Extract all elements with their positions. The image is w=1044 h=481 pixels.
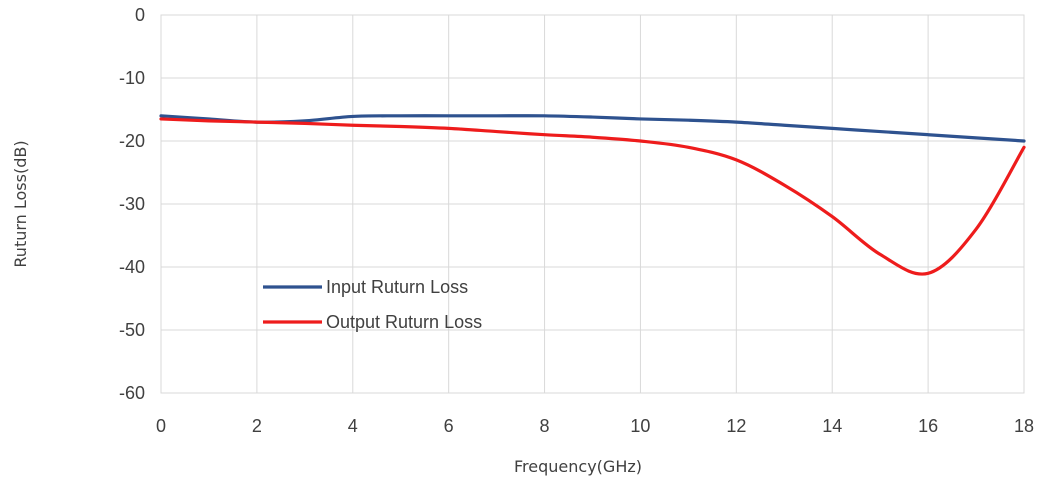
y-tick-label: -60	[119, 383, 145, 403]
tick-labels: 0 2 4 6 8 10 12 14 16 18 0 -10 -20 -30 -40 -50 -60	[119, 5, 1034, 436]
y-tick-label: -10	[119, 68, 145, 88]
x-axis-title: Frequency(GHz)	[514, 457, 642, 476]
plot-area-border	[160, 14, 1025, 394]
series-line-output-return-loss	[159, 117, 1026, 276]
legend-label: Output Ruturn Loss	[326, 312, 482, 332]
x-tick-label: 14	[822, 416, 842, 436]
y-tick-label: -50	[119, 320, 145, 340]
y-tick-label: -30	[119, 194, 145, 214]
y-tick-label: -20	[119, 131, 145, 151]
x-tick-label: 4	[348, 416, 358, 436]
x-tick-label: 18	[1014, 416, 1034, 436]
x-tick-label: 0	[156, 416, 166, 436]
axes	[160, 14, 1025, 394]
legend-label: Input Ruturn Loss	[326, 277, 468, 297]
x-tick-label: 6	[444, 416, 454, 436]
y-tick-label: 0	[135, 5, 145, 25]
x-tick-label: 16	[918, 416, 938, 436]
x-tick-label: 10	[630, 416, 650, 436]
x-tick-label: 12	[726, 416, 746, 436]
x-tick-label: 2	[252, 416, 262, 436]
grid	[160, 14, 1025, 394]
y-axis-title: Ruturn Loss(dB)	[11, 140, 30, 267]
x-tick-label: 8	[540, 416, 550, 436]
legend: Input Ruturn Loss Output Ruturn Loss	[263, 277, 482, 332]
y-tick-label: -40	[119, 257, 145, 277]
series-lines	[159, 114, 1026, 276]
series-line-input-return-loss	[159, 114, 1026, 143]
